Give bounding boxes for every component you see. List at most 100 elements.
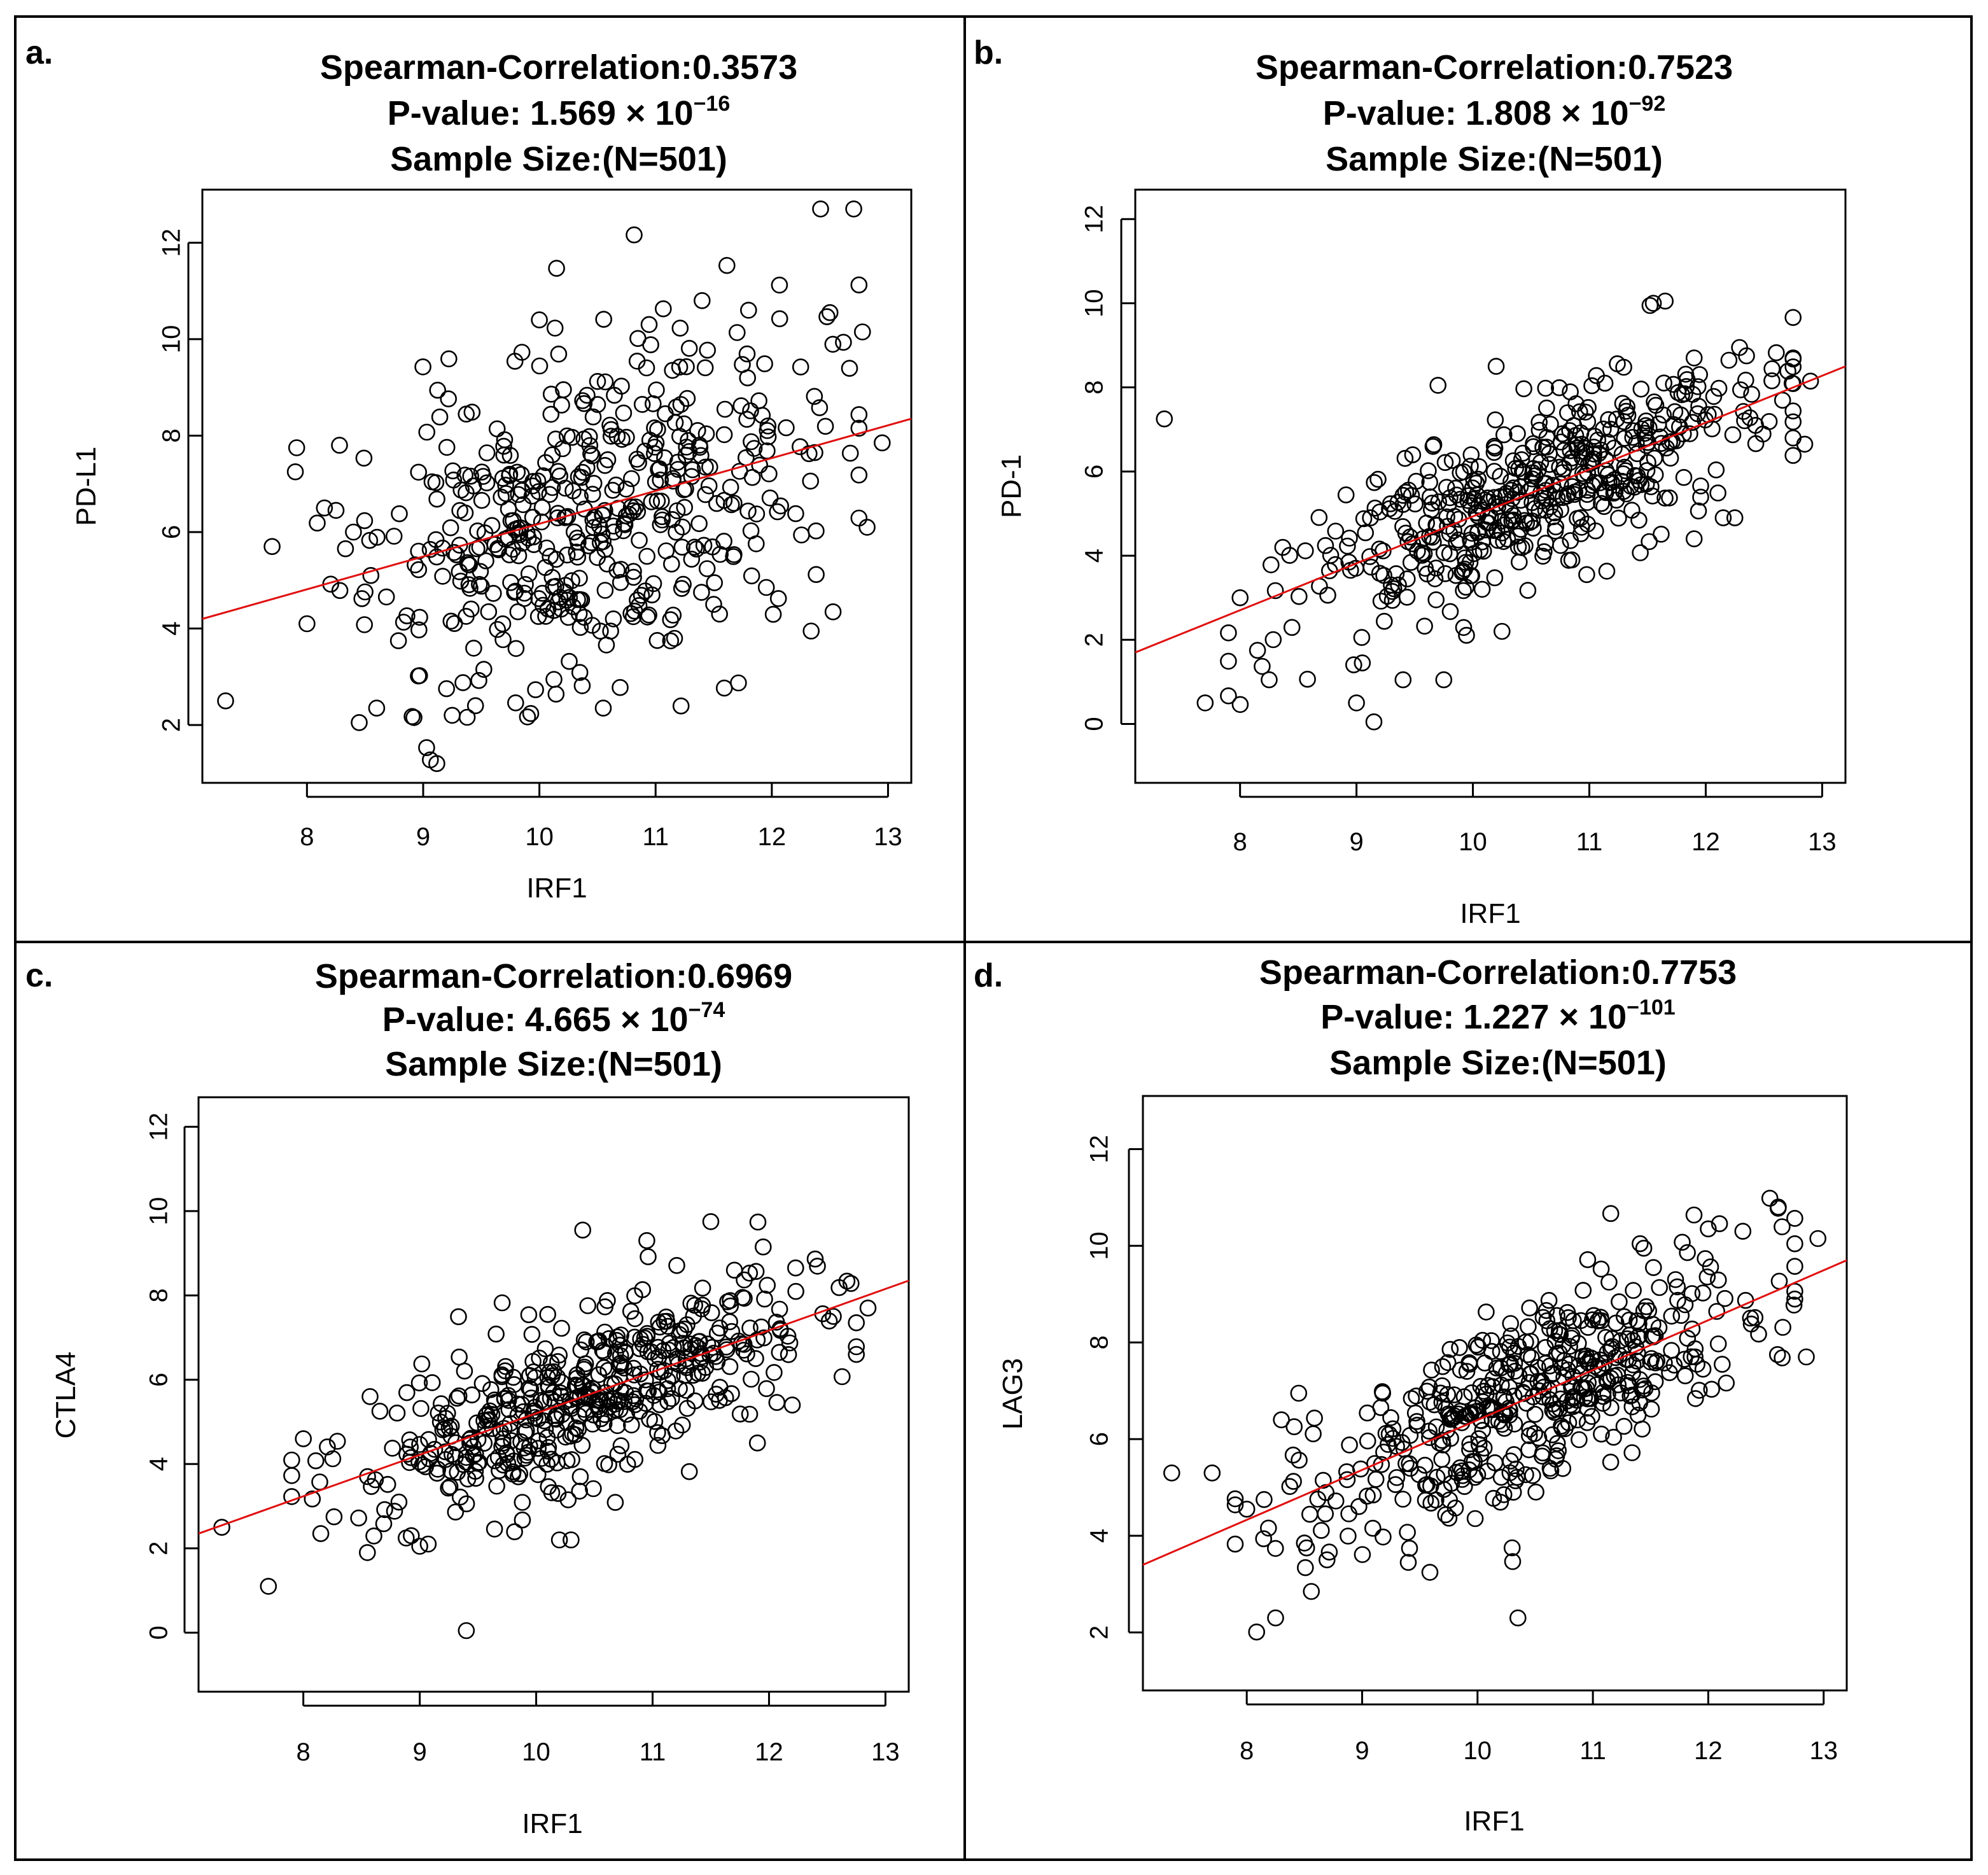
- data-point: [1579, 413, 1597, 430]
- data-point: [1461, 1441, 1478, 1459]
- data-point: [1629, 1407, 1647, 1424]
- x-tick-label: 9: [416, 823, 430, 851]
- data-point: [477, 552, 494, 570]
- data-point: [715, 679, 733, 697]
- data-point: [480, 603, 498, 621]
- data-point: [1492, 1468, 1510, 1486]
- y-tick-label: 0: [1081, 717, 1109, 731]
- data-point: [818, 308, 836, 325]
- data-point: [1694, 1284, 1712, 1302]
- data-point: [571, 619, 589, 636]
- data-point: [1478, 1303, 1495, 1321]
- data-point: [1600, 1274, 1618, 1291]
- data-point: [1639, 454, 1656, 472]
- y-tick-label: 10: [1081, 289, 1109, 318]
- data-point: [437, 1443, 454, 1461]
- data-point: [640, 1248, 657, 1265]
- data-point: [584, 447, 601, 465]
- data-point: [1492, 467, 1509, 485]
- data-point: [1434, 1431, 1451, 1449]
- data-point: [1552, 501, 1569, 519]
- data-point: [522, 1380, 540, 1398]
- data-point: [589, 396, 606, 413]
- data-point: [458, 1495, 475, 1513]
- data-point: [510, 486, 528, 503]
- data-point: [748, 505, 766, 523]
- data-point: [1380, 1426, 1398, 1443]
- y-tick-label: 0: [145, 1626, 173, 1640]
- data-point: [669, 461, 687, 478]
- data-point: [537, 608, 554, 625]
- data-point: [1689, 405, 1706, 423]
- data-point: [538, 539, 556, 557]
- data-point: [1429, 377, 1446, 394]
- data-point: [662, 611, 679, 629]
- x-tick-label: 11: [1576, 828, 1603, 856]
- data-point: [1784, 358, 1802, 376]
- data-point: [489, 540, 507, 558]
- data-point: [553, 397, 570, 414]
- title-pvalue: P-value: 1.569 × 10−16: [388, 92, 731, 132]
- data-point: [1637, 412, 1655, 430]
- data-point: [648, 381, 665, 399]
- panel-label: d.: [974, 957, 1003, 994]
- data-point: [509, 1407, 527, 1424]
- data-point: [1541, 498, 1559, 516]
- data-point: [756, 355, 773, 372]
- data-point: [478, 444, 496, 461]
- data-point: [324, 1450, 342, 1468]
- data-point: [458, 405, 475, 423]
- data-point: [1624, 1356, 1642, 1373]
- data-point: [389, 632, 407, 650]
- data-point: [502, 573, 519, 591]
- data-point: [556, 583, 574, 601]
- data-point: [546, 320, 564, 337]
- data-point: [1226, 1496, 1244, 1513]
- data-point: [473, 463, 491, 481]
- data-point: [1746, 1309, 1764, 1326]
- data-point: [697, 458, 714, 476]
- data-point: [1555, 489, 1572, 507]
- data-point: [1763, 360, 1781, 377]
- data-point: [665, 1338, 682, 1356]
- data-point: [1577, 444, 1595, 461]
- data-point: [802, 472, 819, 490]
- data-point: [1281, 1478, 1299, 1495]
- data-point: [553, 1319, 570, 1337]
- data-point: [1676, 1367, 1694, 1384]
- data-point: [500, 1387, 517, 1404]
- data-point: [1579, 1251, 1597, 1268]
- pvalue-prefix: P-value:: [1323, 94, 1457, 132]
- data-point: [694, 1279, 711, 1297]
- data-point: [722, 479, 739, 496]
- y-ticks: [187, 241, 202, 726]
- data-point: [1340, 1527, 1357, 1545]
- data-point: [1420, 462, 1437, 479]
- data-point: [1630, 511, 1648, 529]
- data-point: [581, 437, 599, 454]
- data-point: [413, 1355, 431, 1373]
- data-point: [559, 1491, 577, 1508]
- x-tick-label: 11: [642, 823, 669, 851]
- data-point: [1579, 456, 1597, 473]
- data-point: [711, 1319, 729, 1337]
- data-point: [711, 605, 728, 623]
- data-point: [1503, 1539, 1521, 1557]
- data-point: [702, 1213, 720, 1230]
- data-point: [1606, 471, 1623, 489]
- data-point: [1646, 393, 1663, 411]
- data-point: [690, 515, 708, 533]
- y-tick-labels: 0 2 4 6 8 10 12: [1081, 205, 1109, 731]
- title-correlation: Spearman-Correlation:0.7753: [1259, 953, 1737, 992]
- data-point: [475, 661, 493, 678]
- data-point: [608, 428, 626, 445]
- data-point: [1691, 1382, 1708, 1399]
- data-point: [526, 1398, 543, 1416]
- data-point: [1231, 696, 1249, 713]
- data-point: [1656, 489, 1674, 507]
- data-point: [385, 528, 403, 545]
- data-point: [450, 1387, 468, 1405]
- data-point: [288, 439, 305, 456]
- regression-line: [1135, 365, 1846, 654]
- data-point: [1632, 544, 1649, 561]
